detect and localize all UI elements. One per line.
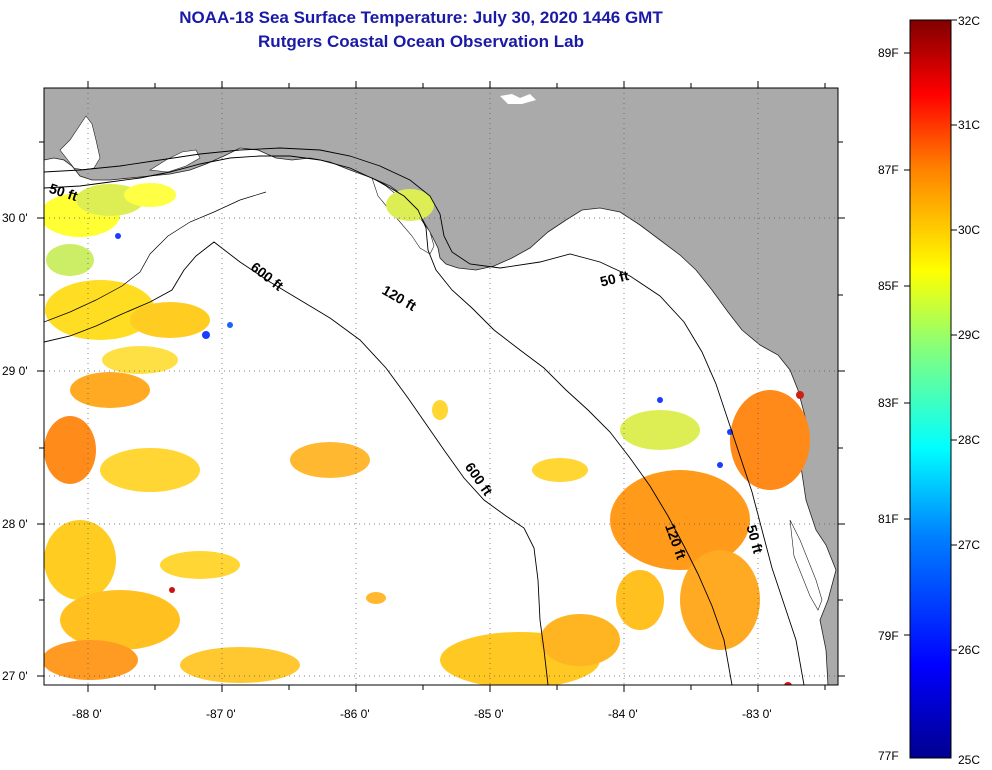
contour-120ft-west [44, 191, 267, 323]
cb-f-87: 87F [878, 163, 899, 177]
map-title: NOAA-18 Sea Surface Temperature: July 30… [179, 8, 663, 27]
lon-label-83: -83 0' [742, 707, 772, 721]
cb-f-85: 85F [878, 279, 899, 293]
lat-label-28: 28 0' [2, 517, 28, 531]
cb-c-25: 25C [958, 753, 980, 767]
inland-lake [500, 94, 536, 104]
pensacola-bay [59, 115, 101, 171]
cb-f-89: 89F [878, 46, 899, 60]
land-mass [44, 88, 838, 685]
cb-f-83: 83F [878, 396, 899, 410]
cb-c-32: 32C [958, 14, 980, 28]
lat-label-30: 30 0' [2, 211, 28, 225]
contour-label-50ft-south: 50 ft [743, 523, 766, 555]
colorbar-ticks [904, 19, 957, 651]
cb-c-28: 28C [958, 433, 980, 447]
cb-c-26: 26C [958, 643, 980, 657]
lon-label-85: -85 0' [474, 707, 504, 721]
cb-f-81: 81F [878, 512, 899, 526]
lon-label-87: -87 0' [206, 707, 236, 721]
contour-label-50ft-east: 50 ft [598, 267, 630, 290]
contour-50ft [44, 147, 805, 685]
lat-label-27: 27 0' [2, 669, 28, 683]
lon-label-86: -86 0' [340, 707, 370, 721]
map-frame [43, 87, 839, 686]
cb-c-27: 27C [958, 538, 980, 552]
cb-f-79: 79F [878, 629, 899, 643]
contour-600ft [44, 241, 549, 685]
contour-120ft [44, 155, 733, 685]
axis-ticks [37, 81, 845, 692]
cb-c-31: 31C [958, 118, 980, 132]
colorbar [909, 19, 952, 759]
tampa-bay [789, 519, 823, 611]
cb-f-77: 77F [878, 749, 899, 763]
lon-label-84: -84 0' [608, 707, 638, 721]
cb-c-29: 29C [958, 328, 980, 342]
lat-label-29: 29 0' [2, 364, 28, 378]
cb-c-30: 30C [958, 223, 980, 237]
lon-label-88: -88 0' [72, 707, 102, 721]
sst-data-layer [44, 183, 810, 685]
map-subtitle: Rutgers Coastal Ocean Observation Lab [258, 32, 584, 51]
